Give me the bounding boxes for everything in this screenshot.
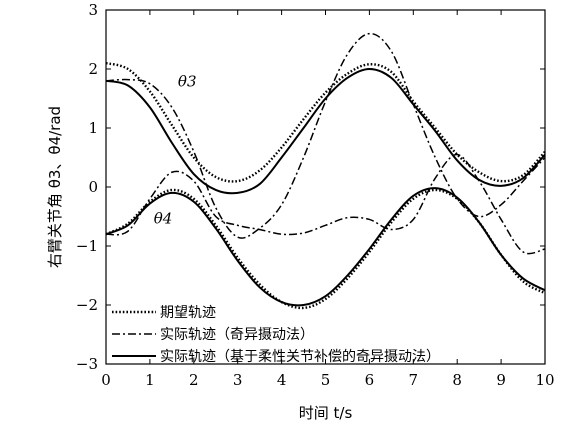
y-tick-label: −3 (76, 355, 98, 373)
y-tick-label: 2 (88, 60, 98, 78)
series-layer (105, 32, 546, 310)
annotation-theta3: θ3 (178, 73, 197, 91)
x-tick-label: 6 (365, 371, 375, 389)
series-0-theta3-line (105, 61, 546, 183)
legend-label-1: 实际轨迹（奇异摄动法） (160, 326, 314, 343)
y-tick-label: −1 (76, 237, 98, 255)
x-tick-label: 9 (496, 371, 506, 389)
y-axis-label: 右臂关节角 θ3、θ4/rad (46, 106, 64, 268)
x-tick-label: 5 (321, 371, 331, 389)
y-tick-label: 3 (88, 1, 98, 19)
x-tick-label: 1 (145, 371, 155, 389)
x-tick-label: 0 (101, 371, 111, 389)
x-axis-label: 时间 t/s (299, 404, 353, 422)
y-tick-label: 1 (88, 119, 98, 137)
x-tick-label: 8 (452, 371, 462, 389)
series-2-theta3-line (105, 67, 546, 195)
label-layer: 时间 t/s 右臂关节角 θ3、θ4/rad θ3 θ4 (46, 73, 352, 422)
x-tick-label: 10 (535, 371, 554, 389)
annotation-theta4: θ4 (154, 210, 173, 228)
series-0-theta4-line (105, 188, 546, 310)
series-2-theta4-line (105, 187, 546, 307)
legend-label-0: 期望轨迹 (160, 305, 216, 321)
y-tick-label: 0 (88, 178, 98, 196)
series-1-theta4-line (105, 153, 546, 255)
x-tick-label: 3 (233, 371, 243, 389)
x-tick-label: 7 (409, 371, 419, 389)
y-tick-label: −2 (76, 296, 98, 314)
legend-label-2: 实际轨迹（基于柔性关节补偿的奇异摄动法） (160, 348, 440, 365)
x-tick-label: 2 (189, 371, 199, 389)
x-tick-label: 4 (277, 371, 287, 389)
